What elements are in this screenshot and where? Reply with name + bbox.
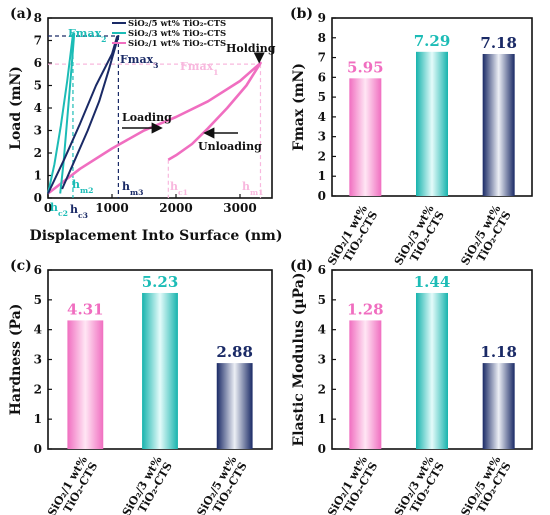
series-line-teal bbox=[47, 32, 76, 194]
annotation-fmax3: Fmax3 bbox=[120, 53, 159, 70]
bar bbox=[216, 363, 253, 449]
category-label: SiO₂/1 wt%TiO₂-CTS bbox=[325, 454, 380, 515]
y-tick-label-1: 1 bbox=[318, 169, 326, 183]
y-tick-label-1: 5 bbox=[318, 90, 326, 104]
y-tick-label-1: 3 bbox=[318, 130, 326, 144]
bar-value-label: 1.18 bbox=[480, 343, 517, 361]
bar bbox=[142, 292, 178, 449]
y-tick-label-3: 0 bbox=[318, 442, 326, 456]
bar-value-label: 1.28 bbox=[347, 300, 384, 318]
y-tick-label-a: 5 bbox=[34, 79, 42, 93]
legend-entry: SiO₂/5 wt% TiO₂-CTS bbox=[128, 19, 226, 29]
x-tick-label-a: 1000 bbox=[95, 201, 128, 215]
y-tick-label-3: 2 bbox=[318, 382, 326, 396]
y-tick-label-3: 4 bbox=[318, 323, 326, 337]
y-tick-label-2: 6 bbox=[34, 263, 42, 277]
bar bbox=[349, 78, 382, 196]
y-tick-label-1: 4 bbox=[318, 110, 326, 124]
y-tick-label-2: 3 bbox=[34, 353, 42, 367]
x-tick-label-a: 0 bbox=[44, 201, 52, 215]
y-tick-label-a: 2 bbox=[34, 146, 42, 160]
y-tick-label-3: 5 bbox=[318, 293, 326, 307]
bar bbox=[416, 51, 448, 196]
bar bbox=[482, 53, 515, 196]
annotation-hm1: hm1 bbox=[242, 180, 263, 197]
panel-label-1: (b) bbox=[290, 6, 313, 22]
y-tick-label-a: 1 bbox=[34, 169, 42, 183]
y-tick-label-1: 2 bbox=[318, 149, 326, 163]
x-tick-label-a: 3000 bbox=[223, 201, 256, 215]
y-tick-label-2: 5 bbox=[34, 293, 42, 307]
category-label: SiO₂/3 wt%TiO₂-CTS bbox=[392, 203, 447, 268]
annotation-unloading: Unloading bbox=[198, 140, 262, 153]
bar-value-label: 7.18 bbox=[480, 34, 517, 52]
y-tick-label-2: 1 bbox=[34, 412, 42, 426]
y-tick-label-a: 0 bbox=[34, 191, 42, 205]
bar-value-label: 5.23 bbox=[142, 273, 179, 291]
y-axis-label-3: Elastic Modulus (µPa) bbox=[291, 273, 307, 447]
bar-value-label: 4.31 bbox=[67, 300, 104, 318]
y-tick-label-2: 0 bbox=[34, 442, 42, 456]
y-tick-label-1: 6 bbox=[318, 70, 326, 84]
y-tick-label-1: 8 bbox=[318, 31, 326, 45]
bar-value-label: 2.88 bbox=[216, 343, 253, 361]
panel-label-3: (d) bbox=[290, 258, 313, 274]
y-axis-label-a: Load (mN) bbox=[8, 66, 24, 150]
bar bbox=[416, 292, 448, 449]
y-tick-label-3: 6 bbox=[318, 263, 326, 277]
y-tick-label-3: 3 bbox=[318, 353, 326, 367]
annotation-hc1: hc1 bbox=[170, 180, 188, 197]
legend-entry: SiO₂/1 wt% TiO₂-CTS bbox=[128, 39, 226, 49]
annotation-fmax1: Fmax1 bbox=[180, 60, 219, 77]
bar-value-label: 7.29 bbox=[414, 32, 451, 50]
annotation-hc3: hc3 bbox=[70, 203, 88, 220]
annotation-fmax2: Fmax2 bbox=[68, 27, 107, 44]
y-tick-label-a: 3 bbox=[34, 124, 42, 138]
bar bbox=[67, 320, 104, 449]
y-tick-label-a: 8 bbox=[34, 11, 42, 25]
annotation-loading: Loading bbox=[122, 111, 172, 124]
panel-label-2: (c) bbox=[10, 258, 32, 274]
category-label: SiO₂/3 wt%TiO₂-CTS bbox=[120, 454, 175, 515]
y-tick-label-a: 7 bbox=[34, 34, 42, 48]
annotation-hm3: hm3 bbox=[122, 180, 143, 197]
category-label: SiO₂/1 wt%TiO₂-CTS bbox=[45, 454, 100, 515]
annotation-hc2: hc2 bbox=[50, 201, 68, 218]
bar bbox=[482, 363, 515, 449]
series-line-navy bbox=[47, 35, 120, 194]
y-tick-label-a: 4 bbox=[34, 101, 42, 115]
category-label: SiO₂/5 wt%TiO₂-CTS bbox=[194, 454, 249, 515]
y-tick-label-1: 0 bbox=[318, 189, 326, 203]
y-tick-label-2: 2 bbox=[34, 382, 42, 396]
annotation-holding: Holding bbox=[226, 42, 276, 55]
category-label: SiO₂/5 wt%TiO₂-CTS bbox=[458, 454, 513, 515]
y-tick-label-3: 1 bbox=[318, 412, 326, 426]
legend-entry: SiO₂/3 wt% TiO₂-CTS bbox=[128, 29, 226, 39]
y-axis-label-1: Fmax (mN) bbox=[291, 63, 307, 151]
y-tick-label-2: 4 bbox=[34, 323, 42, 337]
x-tick-label-a: 2000 bbox=[159, 201, 192, 215]
bar-value-label: 5.95 bbox=[347, 58, 384, 76]
panel-label-a: (a) bbox=[10, 6, 32, 22]
y-tick-label-1: 9 bbox=[318, 11, 326, 25]
series-line-pink bbox=[47, 61, 262, 195]
annotation-hm2: hm2 bbox=[72, 178, 93, 195]
category-label: SiO₂/5 wt%TiO₂-CTS bbox=[458, 203, 513, 268]
y-tick-label-1: 7 bbox=[318, 51, 326, 65]
x-axis-label-a: Displacement Into Surface (nm) bbox=[30, 228, 283, 244]
bar-value-label: 1.44 bbox=[414, 273, 451, 291]
bar bbox=[349, 320, 382, 449]
y-tick-label-a: 6 bbox=[34, 56, 42, 70]
category-label: SiO₂/3 wt%TiO₂-CTS bbox=[392, 454, 447, 515]
y-axis-label-2: Hardness (Pa) bbox=[8, 304, 24, 416]
category-label: SiO₂/1 wt%TiO₂-CTS bbox=[325, 203, 380, 268]
